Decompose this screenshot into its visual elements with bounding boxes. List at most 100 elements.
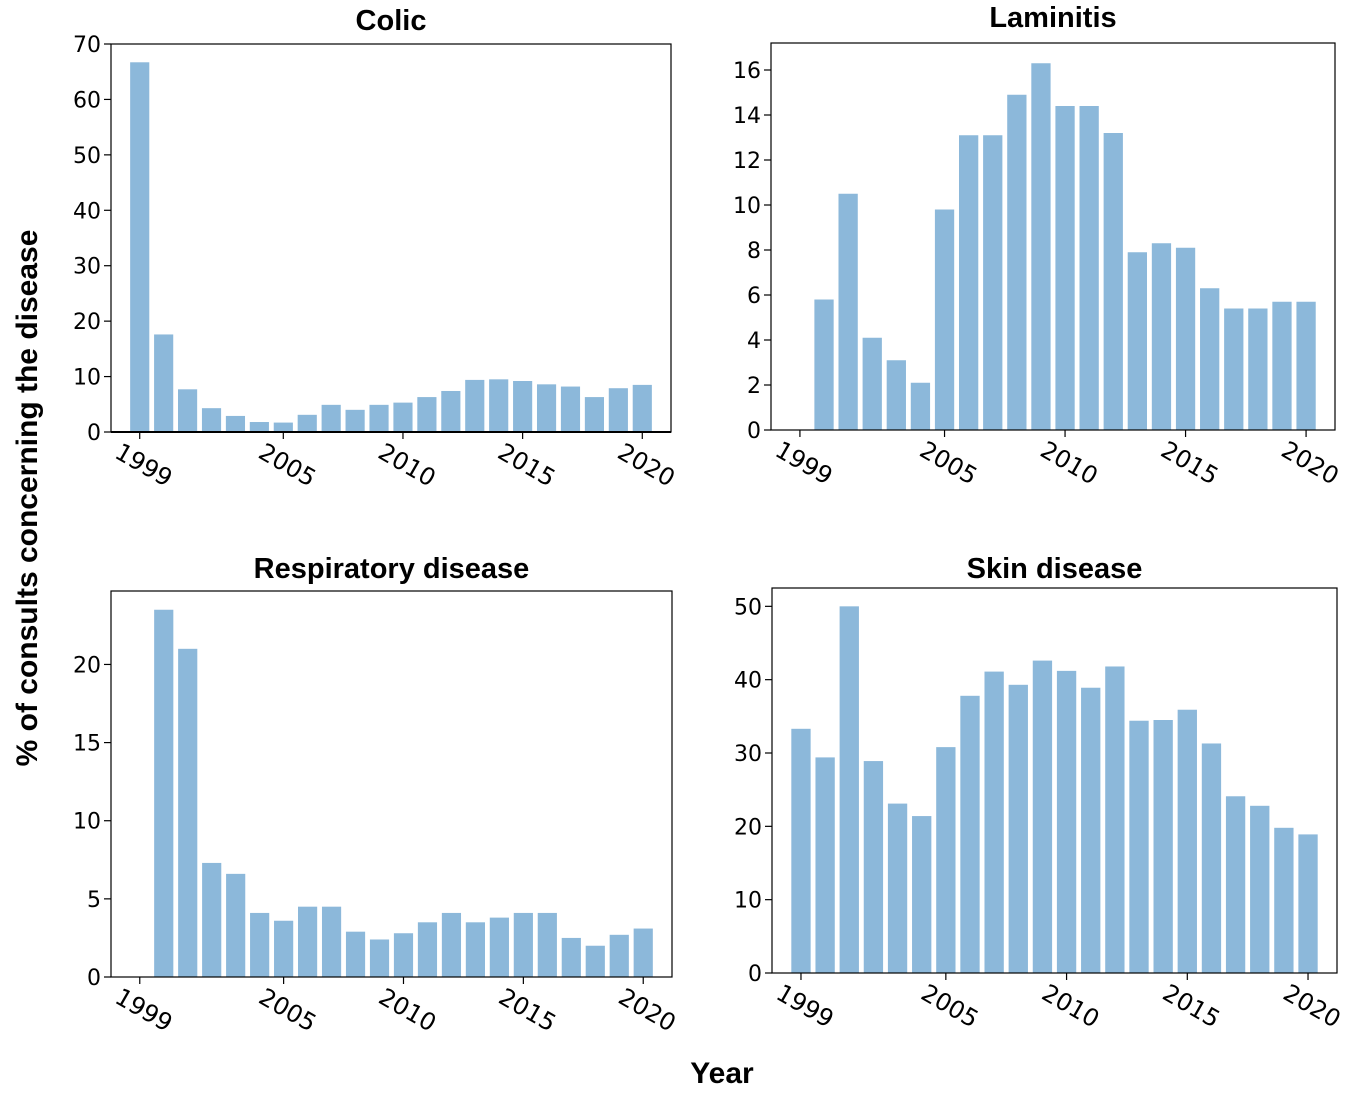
y-tick-label: 20: [73, 653, 101, 678]
x-axis-label: Year: [690, 1057, 754, 1090]
y-tick-label: 50: [734, 595, 762, 620]
bar: [297, 414, 317, 432]
x-tick-label: 2005: [915, 436, 982, 491]
bar: [1274, 827, 1294, 973]
y-tick-label: 30: [734, 742, 762, 767]
bar: [1032, 660, 1053, 973]
bar: [584, 397, 604, 432]
y-tick-label: 10: [73, 366, 101, 391]
x-tick-label: 2010: [374, 983, 441, 1038]
x-tick-label: 2015: [493, 438, 560, 493]
y-tick-label: 10: [733, 194, 761, 219]
bar: [1008, 684, 1028, 973]
y-tick-label: 20: [734, 815, 762, 840]
bar: [417, 922, 438, 977]
bar: [1200, 288, 1220, 430]
bar: [814, 299, 834, 430]
chart-panel: Respiratory disease 0 5 10 15 20 1999 2005 2010 2…: [73, 553, 681, 1037]
bar: [1250, 805, 1270, 973]
x-tick-label: 2005: [254, 983, 321, 1038]
bar: [983, 135, 1003, 430]
bar: [369, 404, 389, 432]
bar: [838, 193, 858, 430]
x-tick-label: 2015: [1158, 979, 1225, 1034]
y-tick-label: 70: [73, 33, 101, 58]
bar: [863, 761, 884, 973]
y-tick-label: 14: [733, 104, 761, 129]
bar: [934, 209, 955, 430]
bar: [1175, 247, 1196, 430]
x-tick-label: 2010: [1037, 979, 1104, 1034]
x-tick-label: 2020: [613, 438, 680, 493]
bar: [465, 379, 485, 432]
bar: [178, 389, 198, 432]
x-tick-label: 2005: [254, 438, 321, 493]
bar: [791, 728, 811, 973]
y-tick-label: 0: [748, 962, 762, 987]
bar: [959, 135, 979, 430]
bar: [936, 747, 956, 973]
x-tick-label: 1999: [770, 436, 837, 491]
bar: [1103, 133, 1123, 430]
y-tick-label: 15: [73, 732, 101, 757]
bar: [441, 390, 461, 432]
y-tick-label: 0: [87, 966, 101, 991]
x-tick-label: 1999: [110, 438, 177, 493]
bar: [984, 671, 1004, 973]
y-tick-label: 50: [73, 144, 101, 169]
chart-panel: Colic 0 10 20 30 40 50 60 70 1999 2005 2010 2015 2020: [73, 5, 680, 492]
bar: [250, 912, 270, 977]
y-tick-label: 40: [73, 199, 101, 224]
bar: [886, 360, 906, 430]
bar: [249, 422, 269, 432]
bar: [393, 933, 414, 977]
bar: [1201, 743, 1222, 973]
chart-panel: Laminitis 0 2 4 6 8 10 12 14 16 1999 2005 2010 2015 20…: [733, 2, 1344, 490]
y-tick-label: 0: [87, 421, 101, 446]
bar: [489, 917, 509, 977]
bar: [1177, 709, 1197, 973]
bar: [1055, 106, 1075, 430]
bar: [862, 337, 882, 430]
bar: [489, 379, 509, 432]
bar: [345, 409, 365, 432]
bar: [130, 62, 150, 432]
y-tick-label: 5: [87, 888, 101, 913]
x-tick-label: 2020: [1277, 436, 1344, 491]
plot-frame: [110, 590, 673, 978]
x-tick-label: 2020: [1279, 979, 1346, 1034]
x-tick-label: 2010: [1036, 436, 1103, 491]
bar: [1248, 308, 1268, 430]
plot-frame: [771, 587, 1338, 974]
bar: [1105, 666, 1125, 973]
plot-frame: [770, 42, 1336, 431]
bar: [910, 382, 931, 430]
y-tick-label: 0: [747, 419, 761, 444]
bar: [298, 906, 318, 977]
y-tick-label: 60: [73, 88, 101, 113]
chart-panel: Skin disease 0 10 20 30 40 50 1999 2005 2010 2015 2…: [734, 553, 1345, 1033]
y-tick-label: 12: [733, 149, 761, 174]
y-tick-label: 16: [733, 59, 761, 84]
bar: [1081, 687, 1101, 973]
chart-title: Laminitis: [989, 2, 1116, 34]
bar: [633, 928, 653, 977]
bar: [839, 606, 859, 973]
x-tick-label: 2020: [614, 983, 681, 1038]
bar: [1056, 670, 1077, 973]
bar: [1225, 796, 1246, 973]
y-tick-label: 10: [734, 889, 762, 914]
bar: [1298, 834, 1318, 973]
bar: [1151, 243, 1172, 430]
x-tick-label: 2005: [916, 979, 983, 1034]
y-tick-label: 30: [73, 255, 101, 280]
bar: [393, 402, 413, 432]
y-tick-label: 2: [747, 374, 761, 399]
bar: [321, 906, 342, 977]
bar: [154, 334, 174, 432]
bar: [609, 934, 629, 977]
bar: [1224, 308, 1244, 430]
bar: [513, 912, 533, 977]
bar: [225, 415, 246, 432]
bar: [537, 912, 557, 977]
